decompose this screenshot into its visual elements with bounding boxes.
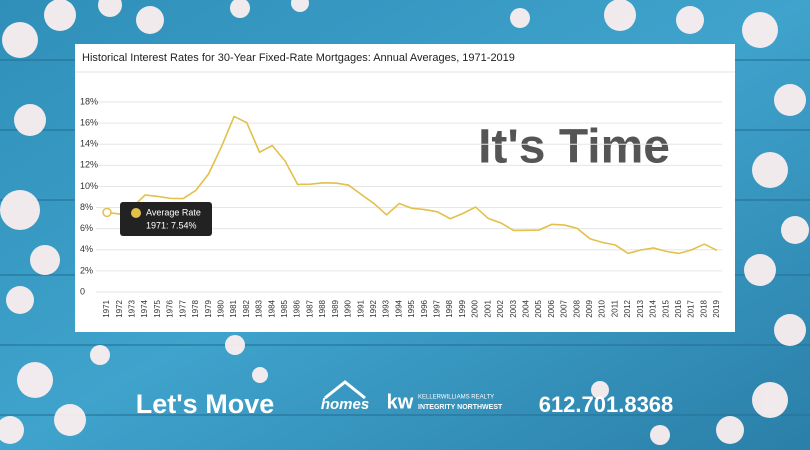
x-tick-label: 1986 — [293, 299, 302, 317]
x-tick-label: 2014 — [649, 299, 658, 317]
y-tick-label: 6% — [80, 223, 93, 233]
x-tick-label: 1983 — [255, 299, 264, 317]
chart-title: Historical Interest Rates for 30-Year Fi… — [82, 52, 515, 64]
x-tick-label: 1979 — [204, 299, 213, 317]
x-tick-label: 1974 — [140, 299, 149, 317]
x-tick-label: 1993 — [382, 299, 391, 317]
x-tick-label: 1998 — [445, 299, 454, 317]
tooltip-text: 1971: 7.54% — [146, 220, 197, 230]
y-tick-label: 16% — [80, 117, 98, 127]
x-tick-label: 1984 — [267, 299, 276, 317]
x-tick-label: 1973 — [128, 299, 137, 317]
x-tick-label: 1975 — [153, 299, 162, 317]
x-tick-label: 1990 — [344, 299, 353, 317]
logo-brand: homes — [321, 396, 369, 413]
x-tick-label: 2003 — [509, 299, 518, 317]
x-tick-label: 1972 — [115, 299, 124, 317]
chart-panel — [75, 44, 735, 332]
x-tick-label: 2000 — [471, 299, 480, 317]
x-tick-label: 2006 — [547, 299, 556, 317]
x-tick-label: 1985 — [280, 299, 289, 317]
x-tick-label: 1977 — [178, 299, 187, 317]
x-tick-label: 2011 — [610, 299, 619, 317]
phone: 612.701.8368 — [539, 392, 674, 417]
y-tick-label: 10% — [80, 181, 98, 191]
x-tick-label: 1999 — [458, 299, 467, 317]
logo-kw: kw — [387, 391, 414, 413]
tooltip-title: Average Rate — [146, 207, 201, 217]
tooltip-box — [120, 202, 212, 236]
x-tick-label: 1976 — [166, 299, 175, 317]
x-tick-label: 2015 — [661, 299, 670, 317]
series-line — [106, 115, 718, 255]
y-tick-label: 18% — [80, 96, 98, 106]
x-tick-label: 2009 — [585, 299, 594, 317]
x-tick-label: 1981 — [229, 299, 238, 317]
x-tick-label: 2004 — [521, 299, 530, 317]
x-tick-label: 1987 — [305, 299, 314, 317]
x-tick-label: 1996 — [420, 299, 429, 317]
logo-office: INTEGRITY NORTHWEST — [418, 404, 503, 411]
tooltip-swatch — [131, 208, 141, 218]
x-tick-label: 1988 — [318, 299, 327, 317]
y-tick-label: 4% — [80, 244, 93, 254]
x-tick-label: 1992 — [369, 299, 378, 317]
x-tick-label: 2008 — [572, 299, 581, 317]
x-tick-label: 2010 — [598, 299, 607, 317]
x-tick-label: 1995 — [407, 299, 416, 317]
x-tick-label: 2018 — [699, 299, 708, 317]
x-tick-label: 1980 — [216, 299, 225, 317]
x-tick-label: 2005 — [534, 299, 543, 317]
x-tick-label: 2017 — [687, 299, 696, 317]
x-tick-label: 1982 — [242, 299, 251, 317]
x-tick-label: 1971 — [102, 299, 111, 317]
logo: homes kw KELLERWILLIAMS REALTY INTEGRITY… — [321, 380, 503, 413]
x-tick-label: 2016 — [674, 299, 683, 317]
hover-point — [102, 207, 112, 218]
house-icon — [324, 380, 366, 400]
x-tick-label: 1991 — [356, 299, 365, 317]
x-tick-label: 1994 — [394, 299, 403, 317]
x-tick-label: 1997 — [433, 299, 442, 317]
x-tick-label: 2019 — [712, 299, 721, 317]
slogan: Let's Move — [136, 389, 274, 419]
y-tick-label: 8% — [80, 202, 93, 212]
y-tick-label: 2% — [80, 265, 93, 275]
x-tick-label: 2013 — [636, 299, 645, 317]
y-tick-label: 12% — [80, 160, 98, 170]
tooltip: Average Rate 1971: 7.54% — [120, 202, 212, 236]
logo-company: KELLERWILLIAMS REALTY — [418, 395, 494, 401]
x-tick-label: 2001 — [483, 299, 492, 317]
x-tick-label: 1978 — [191, 299, 200, 317]
y-tick-label: 14% — [80, 139, 98, 149]
x-tick-label: 2012 — [623, 299, 632, 317]
y-tick-label: 0 — [80, 286, 85, 296]
x-tick-label: 2002 — [496, 299, 505, 317]
x-tick-label: 2007 — [560, 299, 569, 317]
x-tick-label: 1989 — [331, 299, 340, 317]
